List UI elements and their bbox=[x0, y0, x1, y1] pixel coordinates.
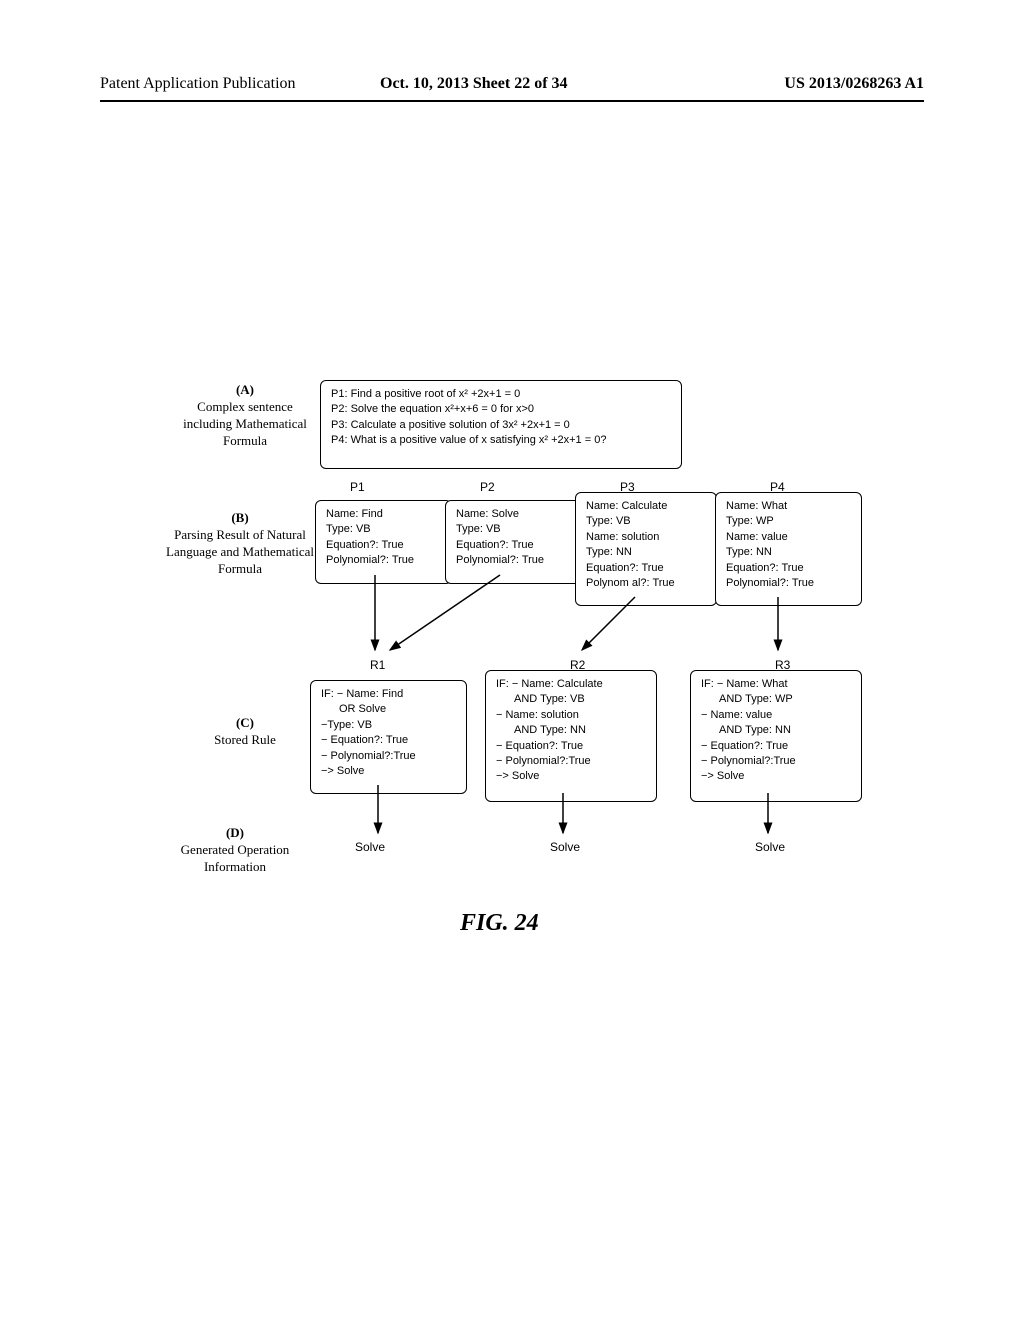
section-c-label: (C) Stored Rule bbox=[190, 715, 300, 749]
section-c-letter: (C) bbox=[190, 715, 300, 732]
col-header-p2: P2 bbox=[480, 480, 495, 494]
rule-header-r1: R1 bbox=[370, 658, 385, 672]
section-a-title: Complex sentence including Mathematical … bbox=[175, 399, 315, 450]
section-d-label: (D) Generated Operation Information bbox=[155, 825, 315, 876]
sentence-p2: P2: Solve the equation x²+x+6 = 0 for x>… bbox=[331, 402, 671, 417]
section-b-label: (B) Parsing Result of Natural Language a… bbox=[165, 510, 315, 578]
section-b-title: Parsing Result of Natural Language and M… bbox=[165, 527, 315, 578]
parse-line: Equation?: True bbox=[456, 538, 571, 553]
output-solve-3: Solve bbox=[755, 840, 785, 854]
parse-line: Polynomial?: True bbox=[726, 576, 851, 591]
rule-line: − Polynomial?:True bbox=[496, 754, 646, 769]
parse-line: Type: WP bbox=[726, 514, 851, 529]
rule-line: − Name: solution bbox=[496, 708, 646, 723]
rule-line: − Polynomial?:True bbox=[321, 749, 456, 764]
parse-box-p4: Name: What Type: WP Name: value Type: NN… bbox=[715, 492, 862, 606]
parse-line: Polynomial?: True bbox=[326, 553, 441, 568]
parse-line: Type: VB bbox=[456, 522, 571, 537]
section-d-title: Generated Operation Information bbox=[155, 842, 315, 876]
section-b-letter: (B) bbox=[165, 510, 315, 527]
figure-caption: FIG. 24 bbox=[460, 910, 539, 937]
rule-line: − Polynomial?:True bbox=[701, 754, 851, 769]
arrows-layer bbox=[0, 0, 1024, 1320]
parse-line: Equation?: True bbox=[586, 561, 706, 576]
parse-line: Name: Calculate bbox=[586, 499, 706, 514]
rule-line: − Name: value bbox=[701, 708, 851, 723]
parse-line: Name: value bbox=[726, 530, 851, 545]
parse-line: Name: What bbox=[726, 499, 851, 514]
parse-line: Type: VB bbox=[586, 514, 706, 529]
rule-line: IF: − Name: Calculate bbox=[496, 677, 646, 692]
rule-line: IF: − Name: What bbox=[701, 677, 851, 692]
rule-line: AND Type: VB bbox=[496, 692, 646, 707]
parse-line: Equation?: True bbox=[326, 538, 441, 553]
header-divider bbox=[100, 100, 924, 102]
section-a-label: (A) Complex sentence including Mathemati… bbox=[175, 382, 315, 450]
rule-line: AND Type: NN bbox=[701, 723, 851, 738]
sentence-p1: P1: Find a positive root of x² +2x+1 = 0 bbox=[331, 387, 671, 402]
rule-line: −> Solve bbox=[321, 764, 456, 779]
rule-box-r1: IF: − Name: Find OR Solve −Type: VB − Eq… bbox=[310, 680, 467, 794]
rule-line: AND Type: NN bbox=[496, 723, 646, 738]
sentences-box: P1: Find a positive root of x² +2x+1 = 0… bbox=[320, 380, 682, 469]
parse-box-p3: Name: Calculate Type: VB Name: solution … bbox=[575, 492, 717, 606]
parse-line: Name: Find bbox=[326, 507, 441, 522]
header-right: US 2013/0268263 A1 bbox=[784, 75, 924, 93]
section-c-title: Stored Rule bbox=[190, 732, 300, 749]
parse-line: Type: NN bbox=[586, 545, 706, 560]
parse-line: Equation?: True bbox=[726, 561, 851, 576]
parse-box-p1: Name: Find Type: VB Equation?: True Poly… bbox=[315, 500, 452, 584]
parse-line: Name: solution bbox=[586, 530, 706, 545]
header-center: Oct. 10, 2013 Sheet 22 of 34 bbox=[380, 75, 568, 93]
parse-line: Type: VB bbox=[326, 522, 441, 537]
rule-line: AND Type: WP bbox=[701, 692, 851, 707]
section-d-letter: (D) bbox=[155, 825, 315, 842]
parse-box-p2: Name: Solve Type: VB Equation?: True Pol… bbox=[445, 500, 582, 584]
rule-line: − Equation?: True bbox=[701, 739, 851, 754]
rule-line: OR Solve bbox=[321, 702, 456, 717]
rule-line: − Equation?: True bbox=[496, 739, 646, 754]
sentence-p3: P3: Calculate a positive solution of 3x²… bbox=[331, 418, 671, 433]
sentence-p4: P4: What is a positive value of x satisf… bbox=[331, 433, 671, 448]
rule-line: −> Solve bbox=[496, 769, 646, 784]
col-header-p1: P1 bbox=[350, 480, 365, 494]
parse-line: Type: NN bbox=[726, 545, 851, 560]
parse-line: Name: Solve bbox=[456, 507, 571, 522]
output-solve-1: Solve bbox=[355, 840, 385, 854]
rule-box-r3: IF: − Name: What AND Type: WP − Name: va… bbox=[690, 670, 862, 802]
rule-box-r2: IF: − Name: Calculate AND Type: VB − Nam… bbox=[485, 670, 657, 802]
rule-line: − Equation?: True bbox=[321, 733, 456, 748]
rule-line: −> Solve bbox=[701, 769, 851, 784]
section-a-letter: (A) bbox=[175, 382, 315, 399]
header-left: Patent Application Publication bbox=[100, 75, 296, 93]
rule-line: IF: − Name: Find bbox=[321, 687, 456, 702]
parse-line: Polynomial?: True bbox=[456, 553, 571, 568]
output-solve-2: Solve bbox=[550, 840, 580, 854]
parse-line: Polynom al?: True bbox=[586, 576, 706, 591]
rule-line: −Type: VB bbox=[321, 718, 456, 733]
